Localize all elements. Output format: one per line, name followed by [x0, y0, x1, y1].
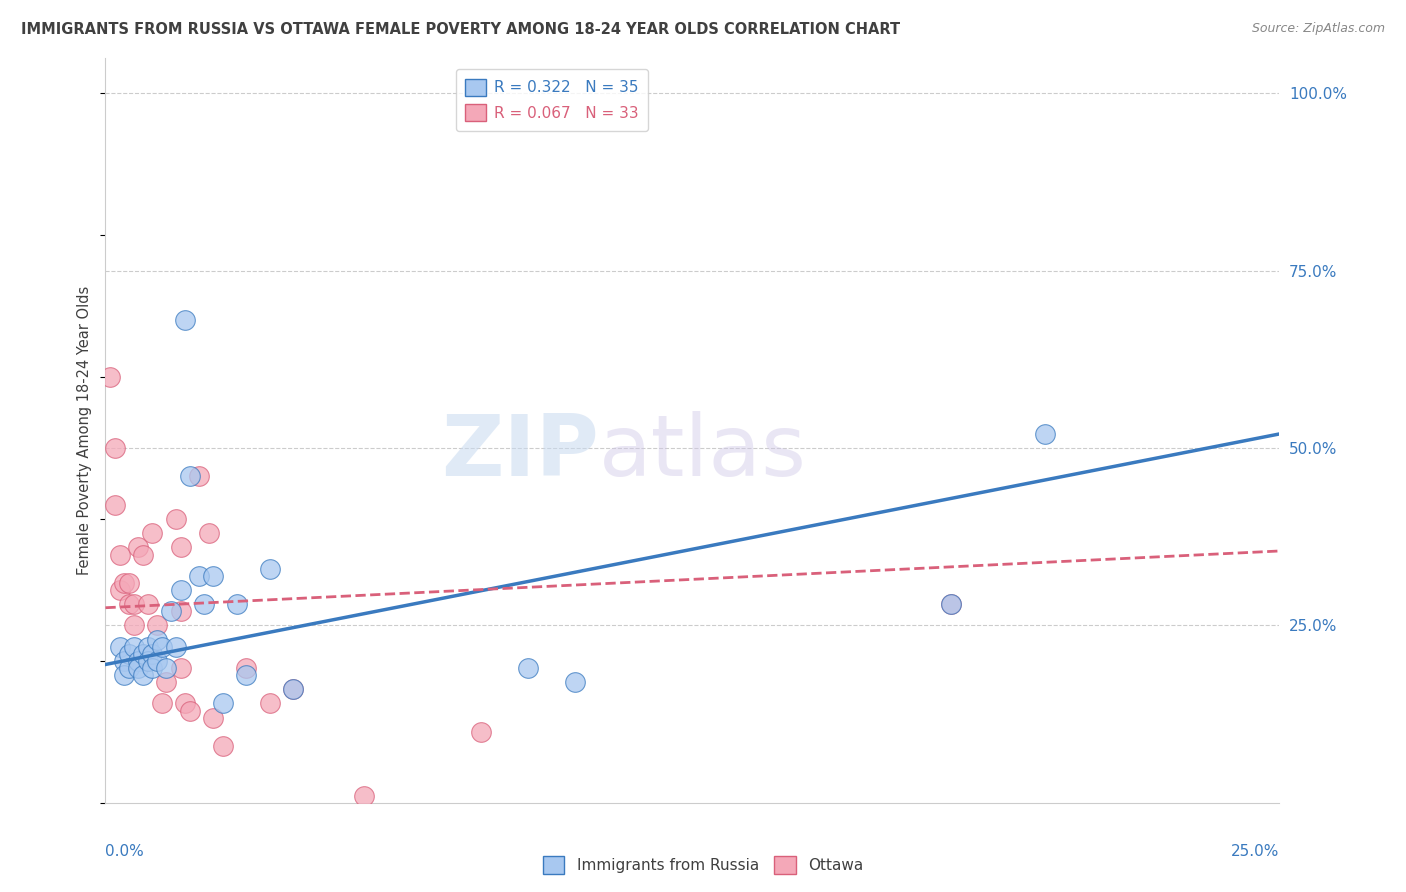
Point [118, 597, 141, 611]
Point [235, 661, 257, 675]
Point [169, 604, 191, 618]
Point [211, 739, 233, 753]
Point [165, 512, 187, 526]
Point [564, 675, 586, 690]
Point [132, 647, 155, 661]
Text: 0.0%: 0.0% [105, 844, 145, 859]
Point [104, 498, 127, 512]
Point [283, 682, 305, 697]
Point [211, 697, 233, 711]
Point [146, 632, 169, 647]
Point [169, 661, 191, 675]
Legend: R = 0.322   N = 35, R = 0.067   N = 33: R = 0.322 N = 35, R = 0.067 N = 33 [456, 70, 648, 130]
Point [155, 675, 177, 690]
Point [118, 575, 141, 590]
Point [188, 569, 211, 583]
Point [112, 668, 135, 682]
Point [353, 789, 375, 803]
Point [98, 370, 121, 384]
Point [118, 647, 141, 661]
Point [132, 548, 155, 562]
Point [202, 569, 225, 583]
Point [226, 597, 249, 611]
Point [197, 526, 219, 541]
Point [141, 647, 163, 661]
Point [122, 597, 145, 611]
Point [202, 711, 225, 725]
Point [108, 640, 131, 654]
Point [146, 618, 169, 632]
Point [122, 618, 145, 632]
Point [259, 562, 281, 576]
Text: ZIP: ZIP [441, 411, 599, 494]
Point [122, 640, 145, 654]
Point [235, 668, 257, 682]
Point [188, 469, 211, 483]
Point [259, 697, 281, 711]
Point [132, 668, 155, 682]
Point [169, 541, 191, 555]
Text: 25.0%: 25.0% [1232, 844, 1279, 859]
Legend: Immigrants from Russia, Ottawa: Immigrants from Russia, Ottawa [537, 850, 869, 880]
Point [174, 697, 197, 711]
Point [939, 597, 962, 611]
Point [127, 541, 149, 555]
Point [141, 661, 163, 675]
Point [283, 682, 305, 697]
Point [160, 604, 183, 618]
Point [169, 582, 191, 597]
Point [939, 597, 962, 611]
Point [108, 582, 131, 597]
Point [112, 654, 135, 668]
Point [179, 704, 201, 718]
Point [179, 469, 201, 483]
Point [150, 640, 173, 654]
Point [112, 575, 135, 590]
Point [141, 526, 163, 541]
Point [193, 597, 215, 611]
Point [127, 654, 149, 668]
Text: Source: ZipAtlas.com: Source: ZipAtlas.com [1251, 22, 1385, 36]
Point [136, 654, 159, 668]
Point [136, 640, 159, 654]
Point [104, 441, 127, 455]
Point [127, 661, 149, 675]
Point [165, 640, 187, 654]
Point [150, 697, 173, 711]
Point [108, 548, 131, 562]
Y-axis label: Female Poverty Among 18-24 Year Olds: Female Poverty Among 18-24 Year Olds [77, 285, 93, 575]
Point [174, 313, 197, 327]
Point [1033, 426, 1056, 441]
Point [155, 661, 177, 675]
Point [470, 724, 492, 739]
Point [118, 661, 141, 675]
Point [136, 597, 159, 611]
Point [146, 654, 169, 668]
Text: atlas: atlas [599, 411, 807, 494]
Point [517, 661, 540, 675]
Text: IMMIGRANTS FROM RUSSIA VS OTTAWA FEMALE POVERTY AMONG 18-24 YEAR OLDS CORRELATIO: IMMIGRANTS FROM RUSSIA VS OTTAWA FEMALE … [21, 22, 900, 37]
